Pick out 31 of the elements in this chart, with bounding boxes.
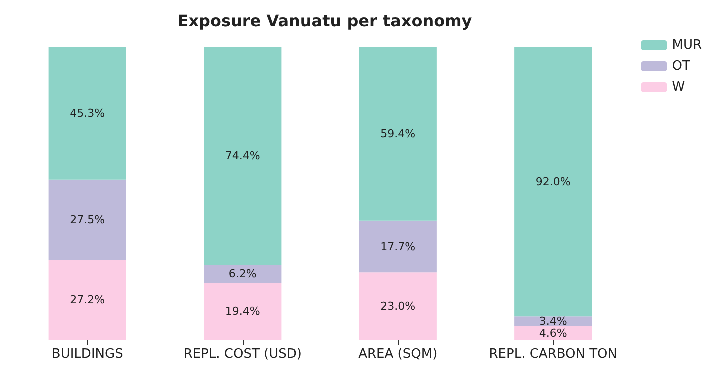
x-tick-label: BUILDINGS (52, 347, 124, 362)
data-label: 6.2% (228, 268, 257, 281)
data-label: 27.5% (70, 214, 106, 227)
data-label: 92.0% (536, 175, 571, 188)
data-label: 45.3% (70, 107, 106, 120)
data-label: 27.2% (70, 294, 106, 307)
bar (514, 47, 592, 317)
x-tick-label: REPL. COST (USD) (184, 347, 302, 362)
bar (48, 47, 126, 180)
bar (204, 47, 282, 266)
chart-title: Exposure Vanuatu per taxonomy (178, 12, 473, 30)
data-label: 3.4% (539, 315, 568, 328)
bar (359, 47, 437, 221)
legend-label: W (672, 80, 686, 95)
legend-label: MUR (672, 38, 702, 53)
bar (204, 265, 282, 284)
data-label: 19.4% (225, 305, 260, 318)
data-label: 4.6% (539, 326, 568, 340)
data-label: 23.0% (380, 300, 416, 313)
bar (359, 220, 437, 273)
bar (514, 326, 592, 340)
x-tick-label: AREA (SQM) (358, 347, 438, 362)
data-label: 59.4% (380, 127, 416, 140)
x-tick-label: REPL. CARBON TON (489, 347, 618, 362)
data-label: 74.4% (225, 150, 260, 163)
legend-label: OT (672, 59, 690, 74)
bar (48, 260, 126, 340)
bar (359, 272, 437, 340)
data-label: 17.7% (380, 240, 416, 254)
bar (48, 180, 126, 260)
bar (204, 283, 282, 340)
